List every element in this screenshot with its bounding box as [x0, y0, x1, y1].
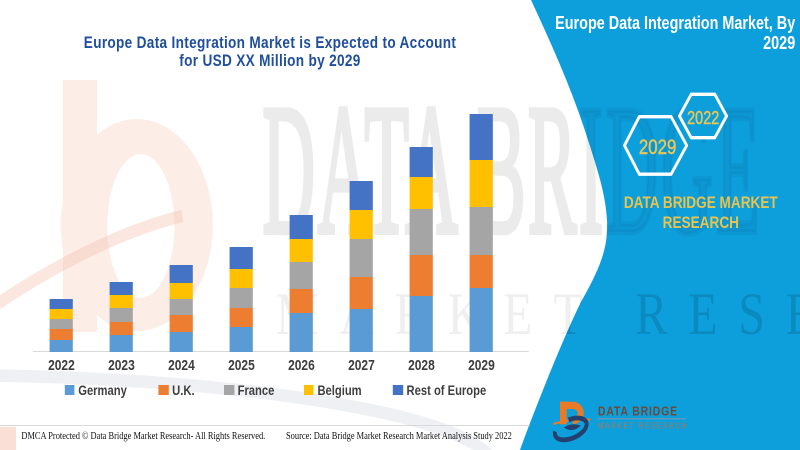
svg-text:MARKET RESEARCH: MARKET RESEARCH: [598, 421, 688, 431]
svg-text:DATA BRIDGE: DATA BRIDGE: [598, 404, 678, 418]
svg-text:DATA BRIDGE: DATA BRIDGE: [262, 66, 762, 273]
